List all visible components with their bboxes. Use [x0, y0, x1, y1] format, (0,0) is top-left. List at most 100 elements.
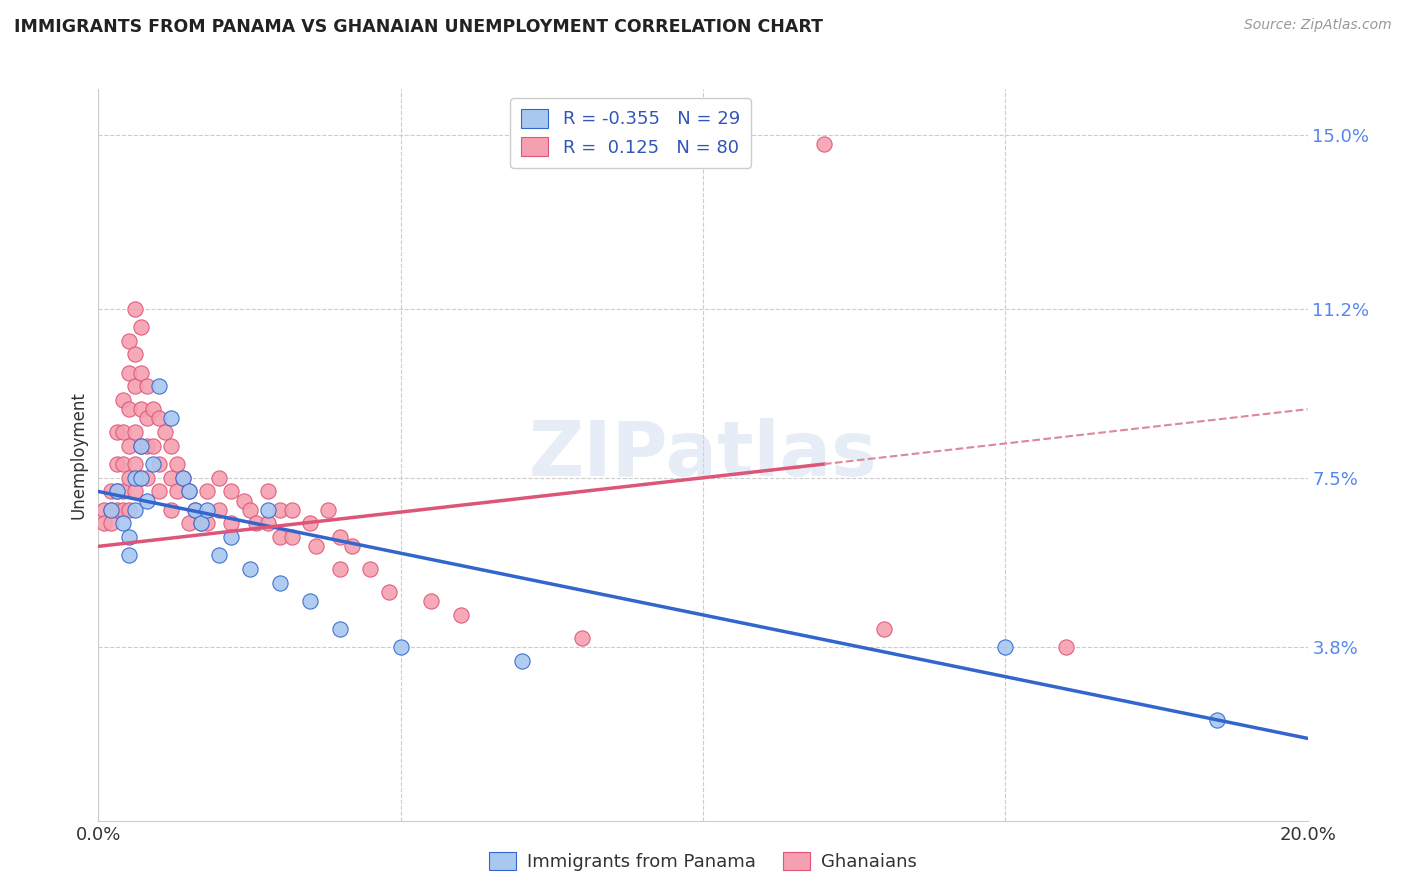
Point: [111, 503, 134, 517]
Point: [329, 562, 352, 576]
Point: [142, 439, 165, 453]
Point: [305, 539, 328, 553]
Point: [124, 457, 146, 471]
Point: [100, 503, 122, 517]
Point: [135, 471, 157, 485]
Point: [873, 622, 896, 636]
Point: [221, 484, 243, 499]
Point: [148, 484, 170, 499]
Point: [100, 503, 122, 517]
Point: [179, 484, 201, 499]
Text: IMMIGRANTS FROM PANAMA VS GHANAIAN UNEMPLOYMENT CORRELATION CHART: IMMIGRANTS FROM PANAMA VS GHANAIAN UNEMP…: [14, 18, 823, 36]
Point: [153, 425, 176, 439]
Point: [172, 471, 194, 485]
Point: [129, 402, 152, 417]
Point: [195, 484, 218, 499]
Point: [160, 471, 183, 485]
Y-axis label: Unemployment: Unemployment: [69, 391, 87, 519]
Point: [124, 484, 146, 499]
Point: [179, 484, 201, 499]
Point: [142, 402, 165, 417]
Point: [124, 503, 146, 517]
Point: [160, 439, 183, 453]
Point: [269, 576, 291, 591]
Point: [135, 379, 157, 393]
Point: [129, 471, 152, 485]
Point: [105, 503, 128, 517]
Point: [281, 530, 304, 544]
Point: [420, 594, 443, 608]
Point: [269, 503, 291, 517]
Point: [124, 471, 146, 485]
Point: [118, 503, 141, 517]
Point: [124, 347, 146, 361]
Point: [813, 136, 835, 151]
Text: ZIPatlas: ZIPatlas: [529, 418, 877, 491]
Point: [166, 484, 188, 499]
Point: [1206, 713, 1229, 727]
Point: [329, 622, 352, 636]
Point: [450, 607, 472, 622]
Point: [100, 516, 122, 531]
Point: [195, 516, 218, 531]
Point: [256, 503, 278, 517]
Legend: R = -0.355   N = 29, R =  0.125   N = 80: R = -0.355 N = 29, R = 0.125 N = 80: [510, 98, 751, 168]
Point: [221, 530, 243, 544]
Point: [232, 493, 254, 508]
Point: [148, 457, 170, 471]
Point: [208, 549, 231, 563]
Point: [256, 484, 278, 499]
Point: [1054, 640, 1077, 654]
Point: [208, 471, 231, 485]
Point: [190, 516, 212, 531]
Point: [994, 640, 1017, 654]
Point: [208, 503, 231, 517]
Point: [105, 457, 128, 471]
Point: [105, 484, 128, 499]
Point: [105, 484, 128, 499]
Point: [118, 366, 141, 380]
Point: [118, 471, 141, 485]
Point: [93, 516, 115, 531]
Point: [129, 471, 152, 485]
Point: [269, 530, 291, 544]
Point: [377, 585, 399, 599]
Point: [118, 549, 141, 563]
Point: [148, 379, 170, 393]
Point: [239, 503, 262, 517]
Point: [190, 516, 212, 531]
Point: [342, 539, 364, 553]
Point: [129, 439, 152, 453]
Point: [135, 411, 157, 425]
Point: [239, 562, 262, 576]
Point: [184, 503, 207, 517]
Point: [135, 439, 157, 453]
Point: [111, 484, 134, 499]
Point: [160, 503, 183, 517]
Point: [124, 301, 146, 316]
Point: [135, 493, 157, 508]
Point: [221, 516, 243, 531]
Point: [256, 516, 278, 531]
Point: [389, 640, 412, 654]
Point: [118, 530, 141, 544]
Point: [184, 503, 207, 517]
Point: [148, 411, 170, 425]
Point: [105, 425, 128, 439]
Text: Source: ZipAtlas.com: Source: ZipAtlas.com: [1244, 18, 1392, 32]
Point: [316, 503, 339, 517]
Point: [142, 457, 165, 471]
Point: [299, 594, 322, 608]
Legend: Immigrants from Panama, Ghanaians: Immigrants from Panama, Ghanaians: [482, 845, 924, 879]
Point: [100, 484, 122, 499]
Point: [179, 516, 201, 531]
Point: [329, 530, 352, 544]
Point: [111, 425, 134, 439]
Point: [160, 411, 183, 425]
Point: [118, 334, 141, 348]
Point: [245, 516, 267, 531]
Point: [166, 457, 188, 471]
Point: [118, 439, 141, 453]
Point: [281, 503, 304, 517]
Point: [510, 654, 533, 668]
